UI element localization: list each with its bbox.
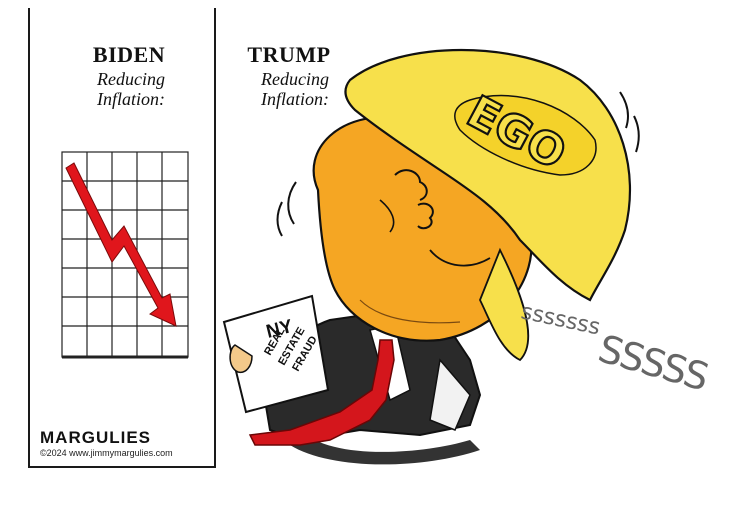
ego-hair-helmet [276, 49, 640, 362]
signature-website: ©2024 www.jimmymargulies.com [40, 448, 173, 458]
deflation-small-text: sssssss [519, 299, 603, 340]
trump-subtitle-line1: Reducing [261, 69, 329, 89]
deflation-big-text: SSSSS [594, 326, 712, 399]
red-down-arrow [65, 162, 177, 327]
biden-subtitle-line2: Inflation: [97, 89, 165, 109]
left-panel-frame [28, 8, 216, 468]
ny-fraud-paper [222, 294, 330, 414]
signature: MARGULIES [40, 428, 151, 447]
biden-subtitle-line1: Reducing [97, 69, 165, 89]
trump-subtitle-line2: Inflation: [261, 89, 329, 109]
biden-title: BIDEN [92, 42, 166, 67]
trump-title: TRUMP [247, 42, 331, 67]
red-tie [248, 339, 395, 446]
